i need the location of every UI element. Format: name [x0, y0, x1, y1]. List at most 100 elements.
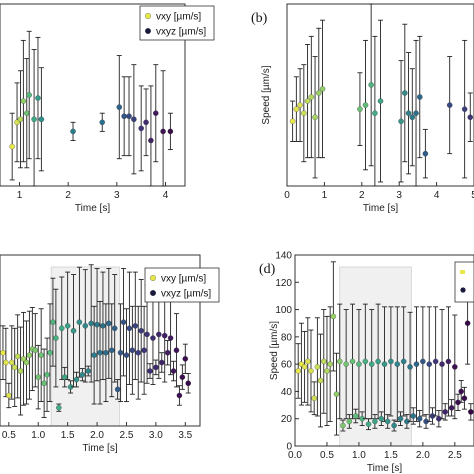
data-point	[446, 102, 453, 108]
data-point	[38, 116, 45, 123]
y-tick-label: 140	[275, 251, 292, 262]
data-point	[70, 327, 77, 334]
panel-label: (d)	[259, 262, 276, 277]
data-point	[397, 415, 404, 422]
data-point	[173, 347, 180, 354]
x-tick-label: 4	[163, 190, 169, 201]
data-point	[23, 359, 30, 366]
data-point	[144, 331, 150, 338]
x-tick-label: 0.5	[2, 430, 16, 441]
x-tick-label: 2.5	[120, 430, 134, 441]
legend-box	[454, 261, 474, 303]
y-tick-label: 80	[281, 332, 293, 343]
data-point	[61, 374, 68, 380]
plot-frame	[0, 254, 201, 427]
panel-2: 0 1 2 3 4 5 Time [s] Speed [µm/s] (b)	[251, 3, 474, 214]
data-point	[31, 116, 37, 123]
data-point	[153, 364, 159, 371]
x-tick-label: 1.0	[352, 450, 366, 461]
x-axis-label: Time [s]	[82, 443, 117, 454]
data-point	[420, 358, 426, 365]
data-point	[131, 116, 137, 123]
data-point	[402, 90, 408, 96]
data-point	[109, 347, 115, 354]
data-point	[17, 116, 24, 123]
x-tick-label: 2.5	[448, 450, 462, 461]
data-point	[305, 358, 311, 365]
data-point	[324, 368, 330, 374]
data-point	[445, 358, 452, 365]
data-point	[346, 418, 353, 425]
data-point	[295, 368, 301, 374]
data-point	[384, 418, 391, 425]
data-point	[147, 368, 153, 374]
data-point	[159, 359, 165, 366]
data-point	[308, 94, 315, 100]
data-point	[153, 110, 159, 116]
data-point	[167, 128, 174, 135]
data-point	[73, 376, 80, 383]
panel-1: 1 2 3 4 Time [s] vxy [µm/s] vxyz [µm/s]	[0, 3, 215, 214]
x-tick-label: 3	[396, 190, 402, 201]
data-point	[94, 321, 100, 328]
data-point	[32, 347, 39, 354]
legend-label: vxy [µm/s]	[161, 274, 206, 285]
data-point	[319, 86, 326, 92]
data-point	[126, 325, 133, 332]
legend-marker	[150, 290, 156, 296]
data-point	[6, 392, 12, 399]
data-point	[297, 102, 303, 108]
y-tick-label: 100	[275, 305, 292, 316]
data-point	[391, 422, 397, 429]
x-tick-label: 2.0	[416, 450, 430, 461]
panel-3: 0.5 1.0 1.5 2.0 2.5 3.0 3.5 Time [s] vxy [µm/s] v…	[0, 254, 220, 454]
data-point	[356, 361, 362, 367]
data-point	[464, 320, 471, 326]
data-point	[126, 113, 132, 119]
legend-label: vxy [µm/s]	[156, 12, 201, 23]
data-point	[161, 332, 168, 339]
data-point	[321, 358, 327, 365]
x-tick-label: 3	[114, 190, 120, 201]
data-point	[398, 118, 404, 125]
data-point	[432, 358, 439, 365]
x-tick-label: 1	[322, 190, 328, 201]
data-point	[378, 415, 385, 422]
y-tick-label: 40	[281, 387, 293, 398]
data-point	[461, 395, 468, 401]
data-point	[41, 380, 47, 386]
data-point	[365, 421, 372, 427]
data-point	[336, 358, 343, 365]
plot-frame	[0, 3, 186, 187]
data-point	[340, 422, 346, 429]
plot-frame	[286, 3, 474, 187]
data-point	[304, 98, 311, 104]
data-point	[76, 319, 83, 325]
data-point	[416, 415, 423, 422]
data-point	[123, 352, 130, 358]
data-point	[91, 352, 97, 358]
data-point	[167, 335, 174, 341]
data-point	[458, 388, 464, 395]
data-point	[64, 323, 71, 329]
legend-marker	[145, 28, 151, 34]
data-point	[156, 331, 162, 338]
data-point	[372, 110, 378, 116]
data-point	[405, 110, 412, 116]
data-point	[135, 349, 141, 356]
data-point	[368, 361, 375, 367]
data-point	[317, 377, 324, 384]
data-point	[117, 349, 124, 356]
data-point	[138, 125, 144, 132]
data-point	[116, 104, 123, 110]
data-point	[17, 368, 24, 374]
data-point	[442, 409, 448, 415]
data-point	[308, 368, 314, 374]
legend-box	[144, 267, 220, 303]
data-point	[349, 358, 356, 365]
y-tick-label: 120	[275, 278, 292, 289]
data-point	[70, 128, 76, 135]
data-point	[179, 374, 186, 380]
data-point	[311, 395, 317, 401]
